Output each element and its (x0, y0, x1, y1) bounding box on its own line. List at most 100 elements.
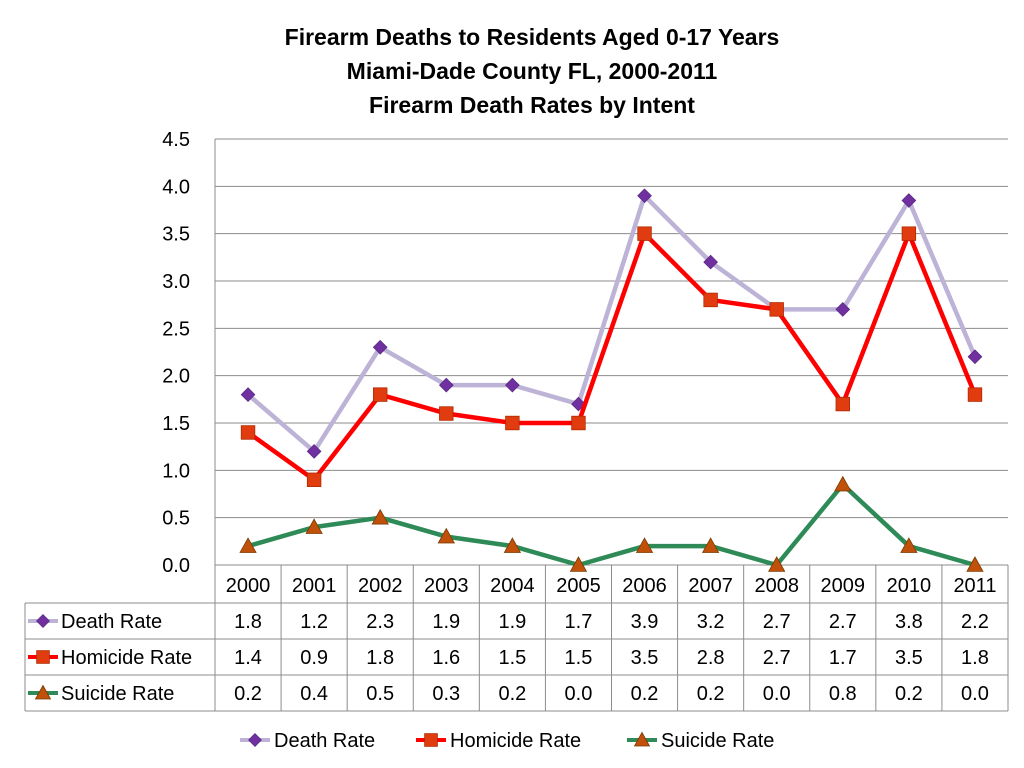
x-tick-label: 2002 (358, 575, 403, 597)
gridlines (214, 138, 1008, 566)
legend-label-suicide-rate: Suicide Rate (661, 730, 774, 752)
table-cell-death-rate: 1.7 (565, 611, 593, 633)
table-cell-suicide-rate: 0.2 (697, 683, 725, 705)
chart-title: Firearm Deaths to Residents Aged 0-17 Ye… (285, 24, 780, 118)
data-point-suicide-rate (768, 556, 786, 572)
table-cell-suicide-rate: 0.2 (234, 683, 262, 705)
table-cell-death-rate: 1.2 (300, 611, 328, 633)
y-axis: 0.0 0.5 1.0 1.5 2.0 2.5 3.0 3.5 4.0 4.5 (162, 129, 190, 577)
table-cell-homicide-rate: 1.5 (498, 647, 526, 669)
table-row-label-homicide-rate: Homicide Rate (61, 647, 192, 669)
series-line-death-rate (246, 193, 978, 454)
data-point-death-rate (703, 254, 718, 270)
table-cell-suicide-rate: 0.8 (829, 683, 857, 705)
y-tick-label: 2.5 (162, 318, 190, 340)
data-point-suicide-rate (900, 537, 918, 553)
table-cell-death-rate: 1.9 (432, 611, 460, 633)
data-point-death-rate (372, 339, 388, 355)
table-cell-suicide-rate: 0.4 (300, 683, 328, 705)
series-line-homicide-rate (246, 231, 978, 483)
data-point-death-rate (835, 302, 851, 317)
table-cell-suicide-rate: 0.2 (498, 683, 526, 705)
data-point-suicide-rate (305, 518, 323, 534)
y-tick-label: 0.5 (162, 508, 190, 530)
x-tick-label: 2007 (688, 575, 733, 597)
data-point-homicide-rate (505, 415, 520, 431)
table-cell-homicide-rate: 3.5 (895, 647, 923, 669)
data-point-death-rate (967, 349, 983, 365)
table-cell-homicide-rate: 0.9 (300, 647, 328, 669)
table-cell-death-rate: 3.2 (697, 611, 725, 633)
legend: Death Rate Homicide Rate Suicide Rate (240, 730, 774, 752)
table-cell-suicide-rate: 0.3 (432, 683, 460, 705)
table-cell-homicide-rate: 3.5 (631, 647, 659, 669)
table-cell-death-rate: 2.2 (961, 611, 989, 633)
table-cell-homicide-rate: 2.7 (763, 647, 791, 669)
table-cell-homicide-rate: 1.8 (366, 647, 394, 669)
x-tick-label: 2011 (953, 575, 996, 597)
y-tick-label: 3.0 (162, 271, 190, 293)
data-point-homicide-rate (373, 387, 388, 402)
table-cell-suicide-rate: 0.0 (565, 683, 593, 705)
table-cell-homicide-rate: 1.6 (432, 647, 460, 669)
table-row-label-death-rate: Death Rate (61, 611, 162, 633)
table-cell-death-rate: 1.8 (234, 611, 262, 633)
data-point-suicide-rate (437, 527, 455, 544)
table-cell-homicide-rate: 1.7 (829, 647, 857, 669)
x-tick-label: 2003 (424, 575, 469, 597)
table-key-suicide-rate-marker (34, 684, 52, 700)
data-point-death-rate (306, 444, 322, 459)
data-point-homicide-rate (571, 415, 586, 431)
chart-title-line-3: Firearm Death Rates by Intent (369, 92, 695, 118)
data-point-suicide-rate (371, 508, 389, 525)
y-tick-label: 1.0 (162, 460, 190, 482)
table-key-death-rate-marker (36, 614, 50, 628)
data-point-death-rate (505, 377, 520, 393)
data-point-suicide-rate (966, 556, 984, 572)
data-point-homicide-rate (967, 387, 983, 402)
table-key-homicide-rate-marker (36, 650, 50, 664)
x-tick-label: 2009 (821, 575, 866, 597)
data-point-suicide-rate (239, 537, 257, 553)
x-tick-label: 2006 (622, 575, 667, 597)
data-point-homicide-rate (769, 302, 784, 317)
data-point-suicide-rate (635, 537, 654, 553)
x-tick-label: 2001 (292, 575, 337, 597)
table-cell-death-rate: 1.9 (498, 611, 526, 633)
x-tick-label: 2004 (490, 575, 535, 597)
table-cell-suicide-rate: 0.2 (631, 683, 659, 705)
x-tick-label: 2010 (887, 575, 932, 597)
chart-title-line-1: Firearm Deaths to Residents Aged 0-17 Ye… (285, 24, 780, 50)
data-point-homicide-rate (835, 396, 850, 412)
data-point-homicide-rate (703, 292, 718, 308)
table-cell-suicide-rate: 0.2 (895, 683, 923, 705)
legend-key-homicide-rate-marker (424, 733, 438, 747)
y-tick-label: 2.0 (162, 366, 190, 388)
data-point-homicide-rate (439, 406, 454, 421)
table-cell-homicide-rate: 1.8 (961, 647, 989, 669)
y-tick-label: 0.0 (162, 555, 190, 577)
data-point-death-rate (240, 387, 256, 402)
table-cell-homicide-rate: 1.4 (234, 647, 262, 669)
data-point-homicide-rate (306, 472, 322, 488)
table-cell-suicide-rate: 0.0 (763, 683, 791, 705)
table-cell-death-rate: 2.7 (829, 611, 857, 633)
table-cell-death-rate: 3.8 (895, 611, 923, 633)
chart-title-line-2: Miami-Dade County FL, 2000-2011 (347, 58, 718, 84)
legend-key-death-rate-marker (248, 733, 262, 747)
legend-key-suicide-rate-marker (633, 731, 651, 747)
legend-label-death-rate: Death Rate (274, 730, 375, 752)
y-tick-label: 3.5 (162, 224, 190, 246)
data-point-homicide-rate (637, 226, 652, 241)
x-tick-label: 2008 (754, 575, 799, 597)
data-point-suicide-rate (834, 475, 852, 492)
table-cell-homicide-rate: 2.8 (697, 647, 725, 669)
series-line-suicide-rate (247, 482, 976, 568)
data-point-death-rate (438, 377, 454, 393)
series-lines (239, 188, 984, 572)
data-point-death-rate (901, 193, 917, 208)
data-point-suicide-rate (569, 556, 588, 572)
table-cell-suicide-rate: 0.0 (961, 683, 989, 705)
data-point-suicide-rate (503, 537, 522, 553)
